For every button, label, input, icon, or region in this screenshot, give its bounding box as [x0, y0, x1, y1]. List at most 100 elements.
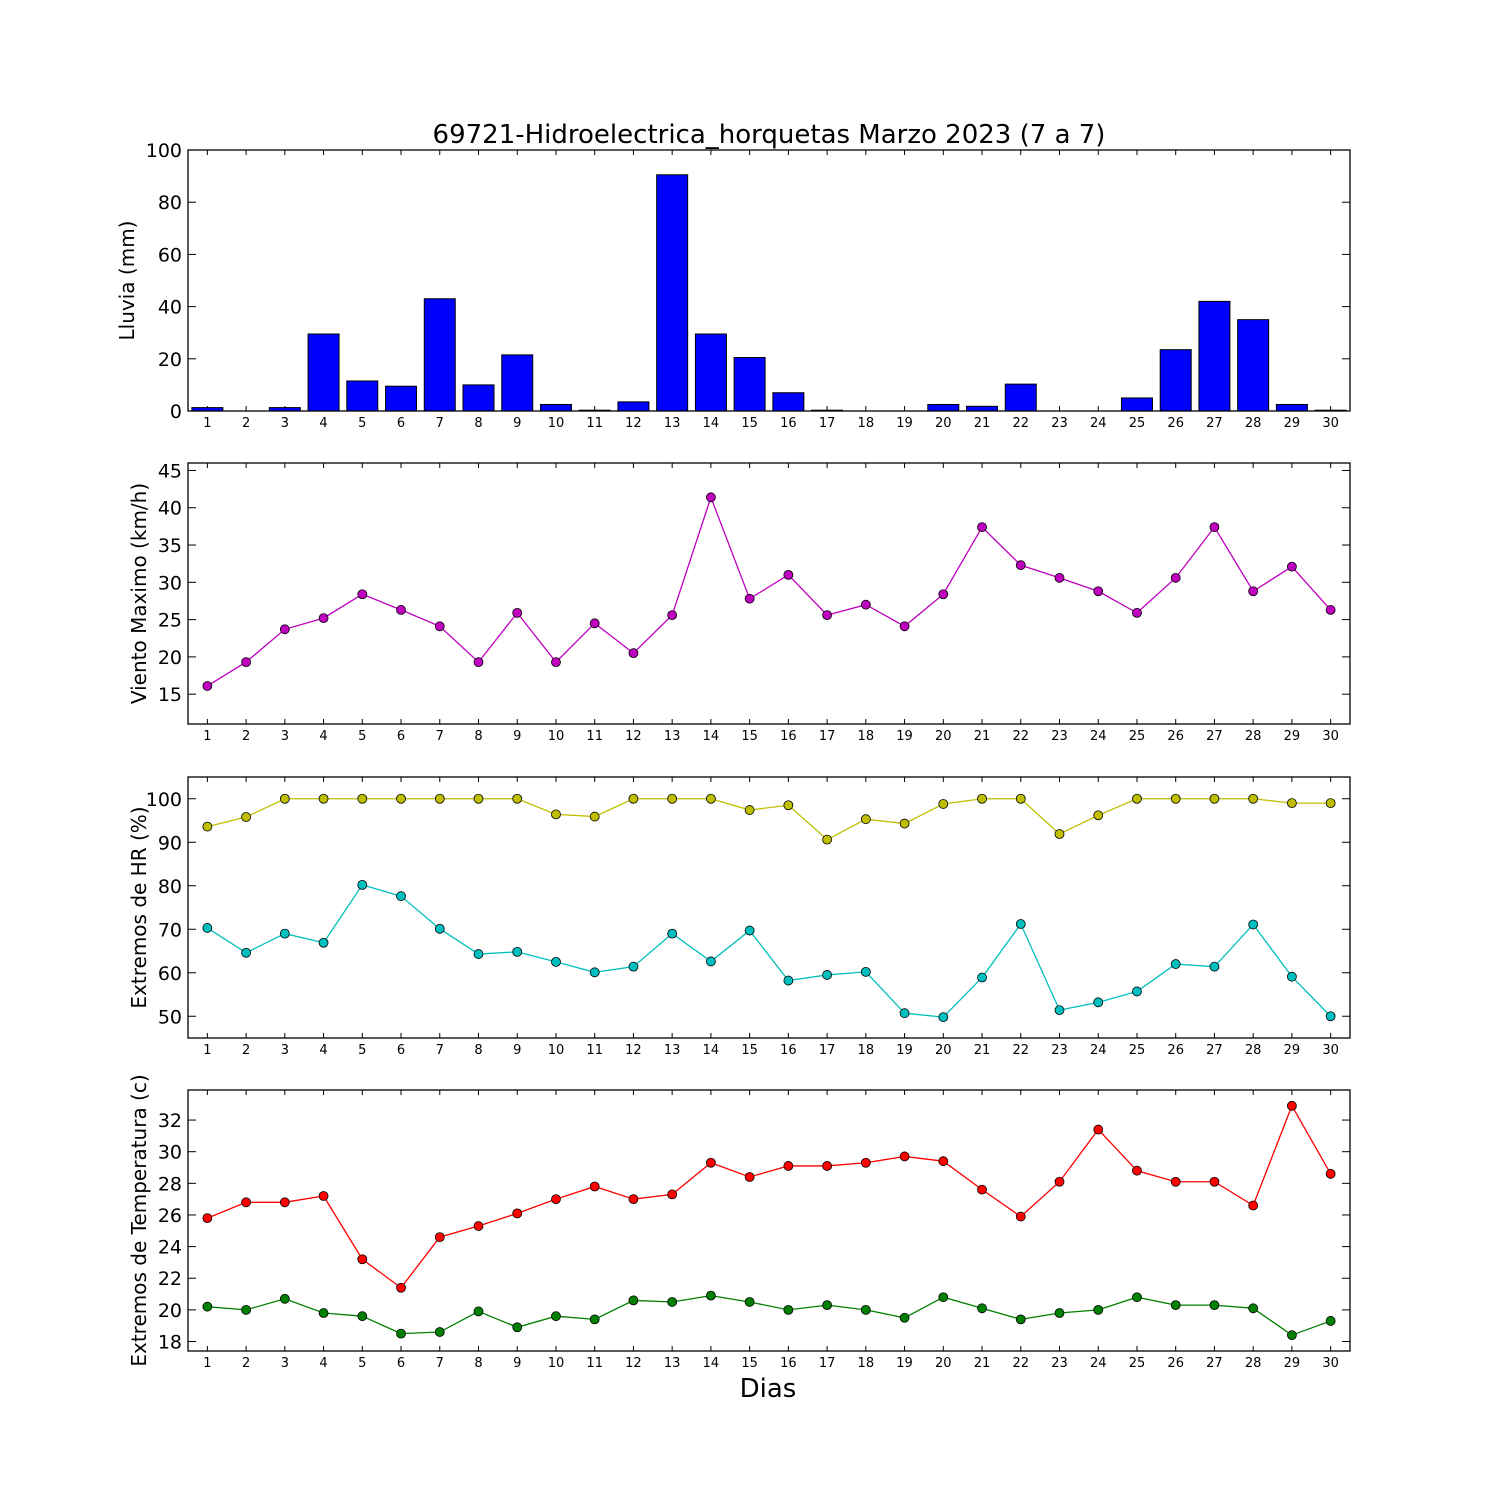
x-tick-label: 28: [1245, 416, 1262, 431]
data-point: [667, 793, 678, 804]
rain-bar: [772, 392, 805, 412]
x-tick-label: 6: [397, 729, 405, 744]
series-line: [207, 798, 1331, 841]
y-tick-label: 20: [158, 647, 182, 669]
data-point: [1325, 605, 1336, 615]
data-point: [1015, 793, 1026, 804]
x-tick-label: 7: [436, 416, 444, 431]
data-point: [1132, 986, 1142, 997]
data-point: [1209, 961, 1220, 972]
data-point: [318, 937, 329, 948]
x-tick-label: 5: [358, 416, 366, 431]
x-tick-label: 26: [1167, 416, 1184, 431]
data-point: [1325, 1316, 1336, 1326]
data-point: [279, 624, 290, 635]
x-tick-label: 17: [819, 1043, 836, 1058]
data-point: [667, 610, 678, 621]
x-tick-label: 20: [935, 1043, 952, 1058]
data-point: [1170, 572, 1181, 583]
y-tick-label: 70: [158, 919, 182, 941]
x-tick-label: 4: [319, 1043, 327, 1058]
data-point: [396, 1282, 406, 1293]
data-point: [977, 1184, 987, 1195]
data-point: [822, 834, 832, 845]
data-point: [473, 1306, 484, 1317]
data-point: [473, 1221, 484, 1231]
data-point: [202, 821, 213, 832]
x-tick-label: 27: [1206, 1043, 1223, 1058]
data-point: [396, 1328, 406, 1339]
data-point: [977, 1303, 987, 1314]
data-point: [396, 891, 406, 902]
rain-bar: [1237, 319, 1270, 412]
y-tick-label: 22: [158, 1268, 182, 1290]
data-point: [783, 569, 794, 580]
data-point: [1170, 793, 1181, 804]
rain-bar: [462, 384, 495, 412]
data-point: [783, 800, 794, 811]
x-tick-label: 9: [513, 1356, 521, 1371]
data-point: [512, 946, 523, 957]
y-tick-label: 40: [158, 297, 182, 319]
data-point: [1287, 798, 1297, 808]
data-point: [899, 621, 910, 632]
x-tick-label: 16: [780, 1043, 797, 1058]
data-point: [1015, 1211, 1026, 1222]
y-tick-label: 100: [146, 789, 182, 811]
data-point: [938, 1292, 949, 1303]
data-point: [589, 1314, 600, 1325]
x-tick-label: 19: [896, 416, 913, 431]
data-point: [1248, 586, 1259, 597]
data-point: [1093, 1124, 1104, 1135]
data-point: [279, 1293, 290, 1304]
data-point: [744, 1172, 755, 1182]
data-point: [938, 1012, 949, 1023]
data-point: [628, 961, 639, 972]
data-point: [1209, 1300, 1220, 1311]
x-tick-label: 29: [1284, 1043, 1301, 1058]
data-point: [473, 793, 484, 804]
data-point: [473, 949, 484, 959]
x-tick-label: 25: [1129, 1043, 1146, 1058]
y-axis-label: Lluvia (mm): [115, 221, 139, 341]
data-point: [1015, 919, 1026, 929]
data-point: [318, 613, 329, 624]
data-point: [938, 799, 949, 809]
y-axis-label: Viento Maximo (km/h): [127, 483, 151, 704]
data-point: [1325, 798, 1336, 808]
x-tick-label: 18: [858, 729, 875, 744]
series-line: [207, 1104, 1332, 1289]
data-point: [860, 599, 871, 610]
y-tick-label: 35: [158, 535, 182, 557]
x-tick-label: 12: [625, 1356, 642, 1371]
data-point: [1287, 971, 1297, 982]
x-tick-label: 27: [1206, 729, 1223, 744]
x-tick-label: 12: [625, 1043, 642, 1058]
data-point: [977, 522, 987, 533]
data-point: [667, 1189, 678, 1200]
x-tick-label: 1: [203, 1356, 211, 1371]
data-point: [279, 1197, 290, 1208]
data-point: [434, 621, 445, 632]
data-point: [1132, 793, 1142, 804]
data-point: [1054, 1005, 1065, 1016]
data-point: [744, 1297, 755, 1307]
x-tick-label: 6: [397, 1356, 405, 1371]
data-point: [667, 1297, 678, 1307]
x-tick-label: 21: [974, 729, 991, 744]
x-tick-label: 14: [703, 729, 720, 744]
data-point: [1015, 560, 1026, 571]
x-tick-label: 25: [1129, 729, 1146, 744]
x-tick-label: 17: [819, 416, 836, 431]
data-point: [628, 793, 639, 804]
data-point: [1054, 1176, 1065, 1187]
x-tick-label: 1: [203, 729, 211, 744]
y-tick-label: 32: [158, 1110, 182, 1132]
data-point: [318, 1308, 329, 1318]
x-tick-label: 19: [896, 729, 913, 744]
data-point: [1170, 1300, 1181, 1311]
data-point: [512, 1208, 523, 1219]
data-point: [1287, 561, 1297, 572]
